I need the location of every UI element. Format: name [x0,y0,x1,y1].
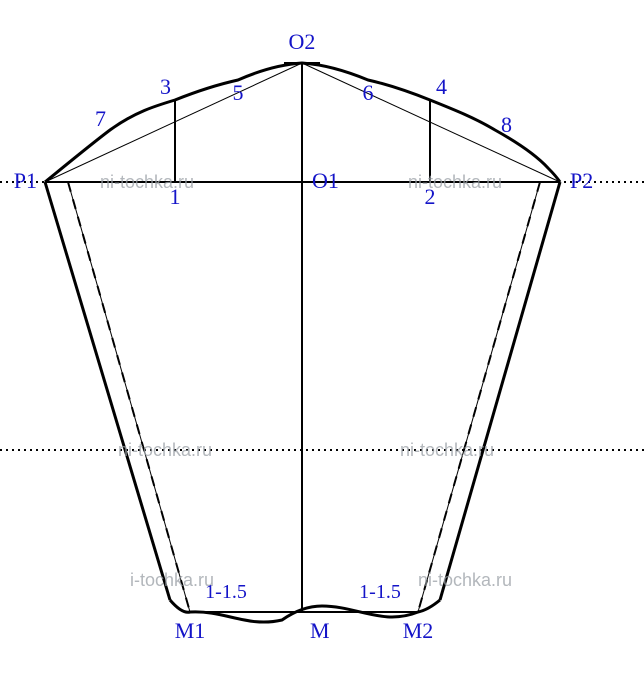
label-o2: O2 [289,29,316,54]
label-l5: 5 [233,80,244,105]
hem-dim-left: 1-1.5 [205,581,247,603]
watermark-text: i-tochka.ru [130,570,214,590]
label-m: M [310,618,330,643]
watermarks: ni-tochka.ru ni-tochka.ru ni-tochka.ru ni-t… [100,172,512,590]
watermark-text: ni-tochka.ru [408,172,502,192]
side-left-outer [45,182,170,600]
label-p1: P1 [14,168,37,193]
hem-dim-right: 1-1.5 [359,581,401,603]
side-right-inner-solid [418,182,540,612]
sleeve-pattern-diagram: ni-tochka.ru ni-tochka.ru ni-tochka.ru ni-t… [0,0,644,698]
label-l7: 7 [95,106,106,131]
label-p2: P2 [570,168,593,193]
label-m2: M2 [403,618,434,643]
label-n1: 1 [170,184,181,209]
label-o1: O1 [312,168,339,193]
side-right-outer [440,182,560,600]
watermark-text: ni-tochka.ru [400,440,494,460]
label-n2: 2 [425,184,436,209]
label-l8: 8 [501,112,512,137]
label-l4: 4 [436,74,447,99]
chord-p1-o2 [45,63,302,182]
watermark-text: ni-tochka.ru [418,570,512,590]
label-l3: 3 [160,74,171,99]
label-m1: M1 [175,618,206,643]
label-l6: 6 [363,80,374,105]
side-left-inner-solid [68,182,190,612]
watermark-text: ni-tochka.ru [118,440,212,460]
point-labels: O2 O1 P1 P2 1 2 3 4 5 6 7 8 M1 M M2 [14,29,594,643]
